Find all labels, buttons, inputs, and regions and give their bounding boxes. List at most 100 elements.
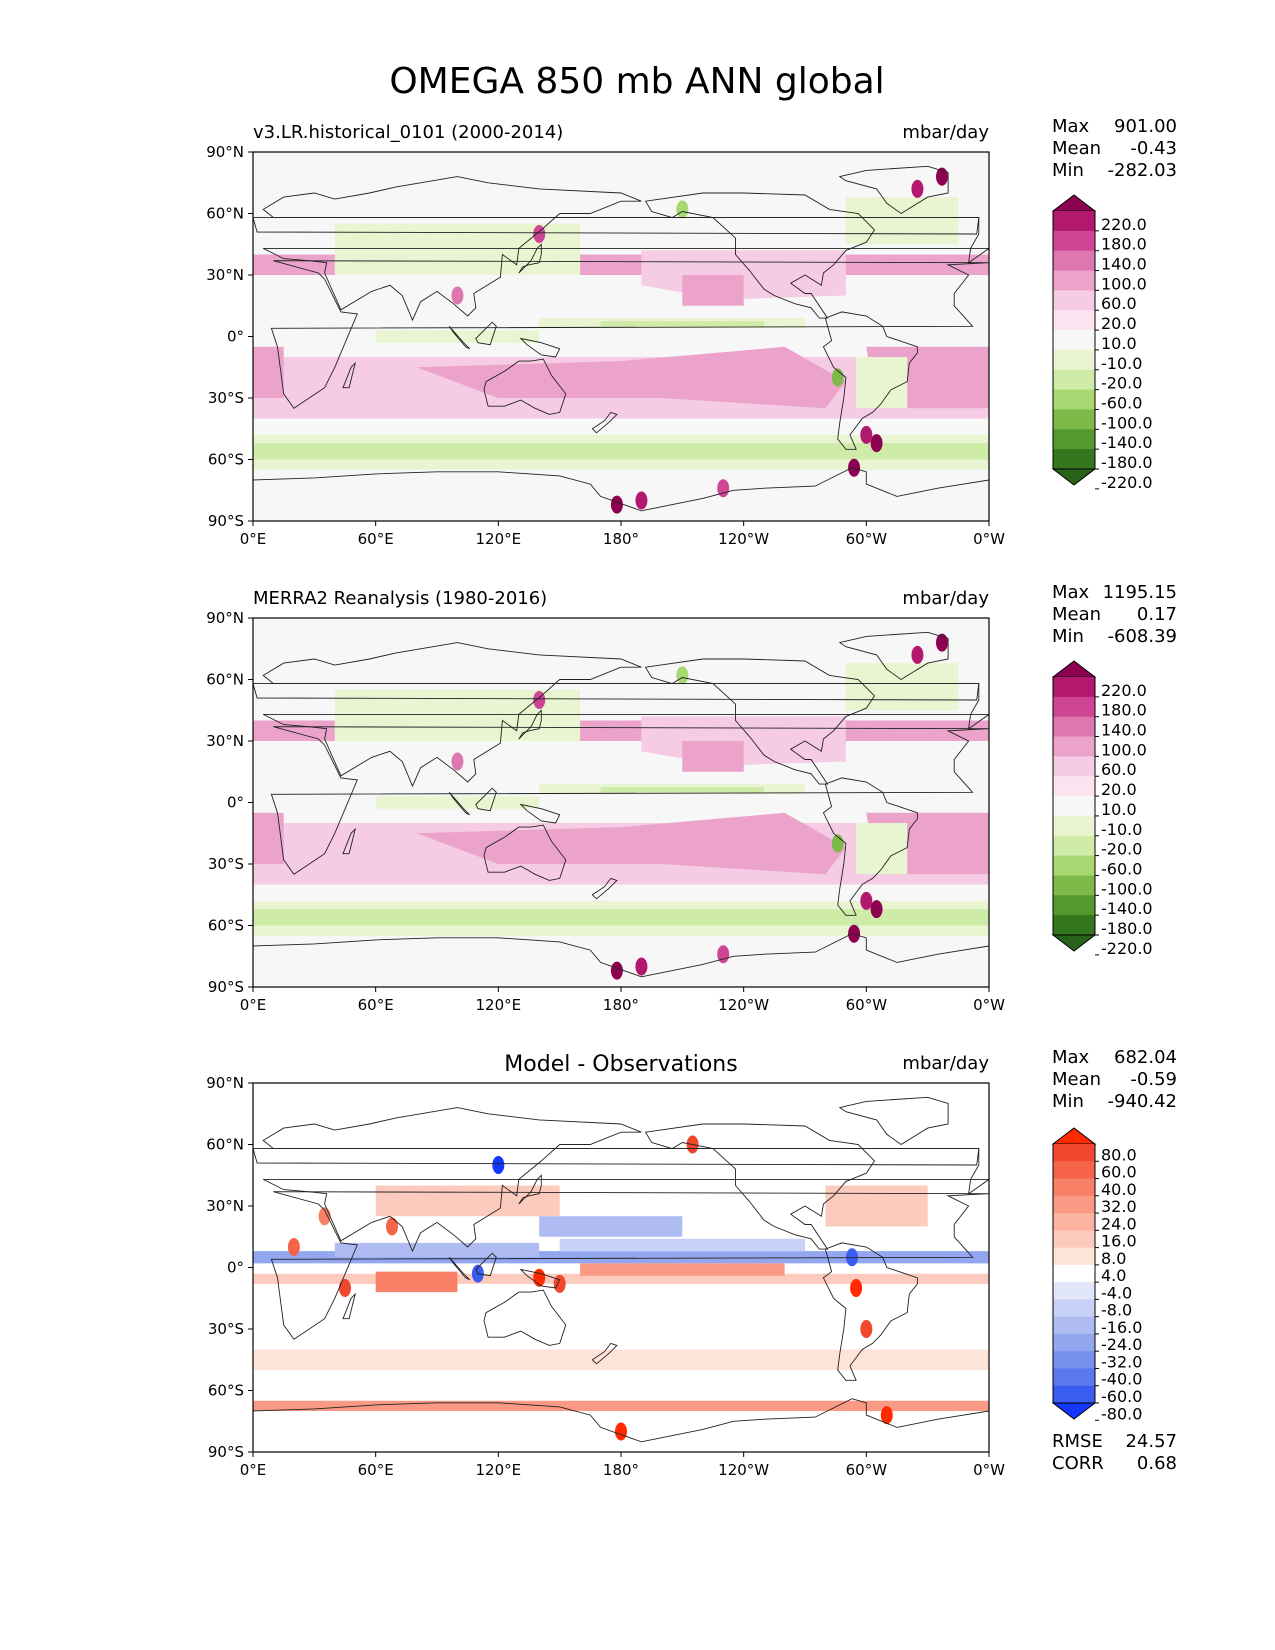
- y-tick-label: 60°S: [208, 451, 244, 469]
- coastline: [519, 337, 561, 358]
- x-tick-label: 180°: [603, 1461, 639, 1479]
- x-tick-label: 120°E: [476, 1461, 522, 1479]
- coastline: [838, 631, 949, 681]
- colorbar-segment: [1053, 1195, 1095, 1214]
- colorbar-tick-label: 16.0: [1101, 1232, 1137, 1251]
- stat-label: Min: [1052, 1091, 1084, 1112]
- shading-spot: [860, 425, 873, 444]
- colorbar-segment: [1053, 1333, 1095, 1352]
- panel-units: mbar/day: [902, 588, 989, 609]
- y-tick-label: 60°S: [208, 917, 244, 935]
- y-tick-label: 60°N: [206, 1136, 244, 1154]
- shading-spot: [451, 752, 464, 771]
- stat-value: 901.00: [1114, 116, 1177, 137]
- shading-spot: [676, 200, 689, 219]
- map-field: 0°E 60°E 120°E 180° 120°W 60°W 0°W 90°N 60°N 30°N…: [206, 1074, 1005, 1479]
- coastline: [253, 683, 980, 701]
- colorbar-tick-label: 60.0: [1101, 294, 1137, 313]
- stat-value: 682.04: [1114, 1047, 1177, 1068]
- coastline: [483, 358, 567, 415]
- colorbar-tick-label: 8.0: [1101, 1249, 1126, 1268]
- stat-label: Min: [1052, 160, 1084, 181]
- coastline: [270, 726, 989, 875]
- colorbar-segment: [1053, 270, 1095, 291]
- x-tick-label: 60°W: [846, 530, 888, 548]
- colorbar-segment: [1053, 1385, 1095, 1404]
- coastline: [253, 1148, 980, 1166]
- shading-spot: [676, 666, 689, 685]
- y-tick-label: 90°S: [208, 512, 244, 530]
- shading-spot: [451, 286, 464, 305]
- shading-spot: [860, 1320, 873, 1338]
- y-tick-label: 30°N: [206, 1197, 244, 1215]
- coastline: [475, 787, 497, 812]
- shading-spot: [553, 1274, 566, 1293]
- y-tick-label: 30°N: [206, 732, 244, 750]
- colorbar-segment: [1053, 736, 1095, 757]
- stat-label: Max: [1052, 582, 1090, 603]
- y-tick-label: 30°N: [206, 266, 244, 284]
- panel-1: v3.LR.historical_0101 (2000-2014) mbar/da…: [206, 116, 1177, 548]
- colorbar-tick-label: 140.0: [1101, 255, 1147, 274]
- colorbar-segment: [1053, 776, 1095, 797]
- colorbar-tick-label: -32.0: [1101, 1352, 1142, 1371]
- colorbar-segment: [1053, 835, 1095, 857]
- colorbar-segment: [1053, 796, 1095, 817]
- colorbar-segment: [1053, 310, 1095, 331]
- panel-2: MERRA2 Reanalysis (1980-2016) mbar/day 0°E…: [206, 582, 1177, 1014]
- panel-left-title: MERRA2 Reanalysis (1980-2016): [253, 588, 547, 609]
- coastline: [253, 1398, 989, 1452]
- shading-region: [253, 909, 989, 926]
- shading-region: [600, 787, 765, 793]
- shading-spot: [860, 891, 873, 910]
- colorbar-segment: [1053, 1282, 1095, 1300]
- shading-region: [416, 812, 846, 875]
- colorbar-tick-label: 60.0: [1101, 1163, 1137, 1182]
- y-tick-label: 0°: [227, 328, 244, 346]
- y-tick-label: 30°S: [208, 1320, 244, 1338]
- x-tick-label: 60°E: [358, 1461, 394, 1479]
- colorbar-tick-label: 4.0: [1101, 1266, 1126, 1285]
- colorbar-extend-bottom: [1051, 468, 1097, 486]
- x-tick-label: 0°E: [240, 996, 267, 1014]
- stat-label: Mean: [1052, 1069, 1101, 1090]
- colorbar-tick-label: -100.0: [1101, 879, 1153, 898]
- shading-region: [416, 346, 846, 409]
- colorbar-segment: [1053, 1264, 1095, 1283]
- coastline: [342, 1292, 357, 1320]
- y-tick-label: 90°N: [206, 143, 244, 161]
- shading-region: [856, 357, 908, 409]
- shading-spot: [870, 900, 883, 919]
- coastline: [475, 321, 497, 346]
- colorbar-tick-label: -220.0: [1101, 939, 1153, 958]
- coastline: [518, 243, 542, 274]
- stat-label: Mean: [1052, 138, 1101, 159]
- x-tick-label: 0°E: [240, 1461, 267, 1479]
- stat-value: -940.42: [1108, 1091, 1177, 1112]
- colorbar-tick-label: 80.0: [1101, 1145, 1137, 1164]
- stat-label: CORR: [1052, 1453, 1104, 1474]
- colorbar-tick-label: 10.0: [1101, 334, 1137, 353]
- colorbar-tick-label: -60.0: [1101, 393, 1142, 412]
- y-tick-label: 0°: [227, 794, 244, 812]
- shading-region: [253, 443, 989, 460]
- x-tick-label: 0°W: [973, 530, 1005, 548]
- colorbar-tick-label: 220.0: [1101, 215, 1147, 234]
- shading-region: [682, 275, 744, 306]
- panel-units: mbar/day: [902, 122, 989, 143]
- colorbar-segment: [1053, 1144, 1095, 1162]
- x-tick-label: 60°W: [846, 1461, 888, 1479]
- shading-spot: [386, 1217, 399, 1236]
- colorbar-segment: [1053, 211, 1095, 232]
- shading-region: [600, 321, 765, 327]
- shading-region: [253, 346, 284, 398]
- stat-label: Min: [1052, 626, 1084, 647]
- coastline: [822, 777, 918, 916]
- x-tick-label: 120°W: [718, 996, 769, 1014]
- panel-units: mbar/day: [902, 1053, 989, 1074]
- shading-spot: [610, 961, 623, 980]
- figure-title: OMEGA 850 mb ANN global: [389, 61, 884, 102]
- colorbar-segment: [1053, 875, 1095, 896]
- x-tick-label: 180°: [603, 996, 639, 1014]
- coastline: [822, 311, 918, 450]
